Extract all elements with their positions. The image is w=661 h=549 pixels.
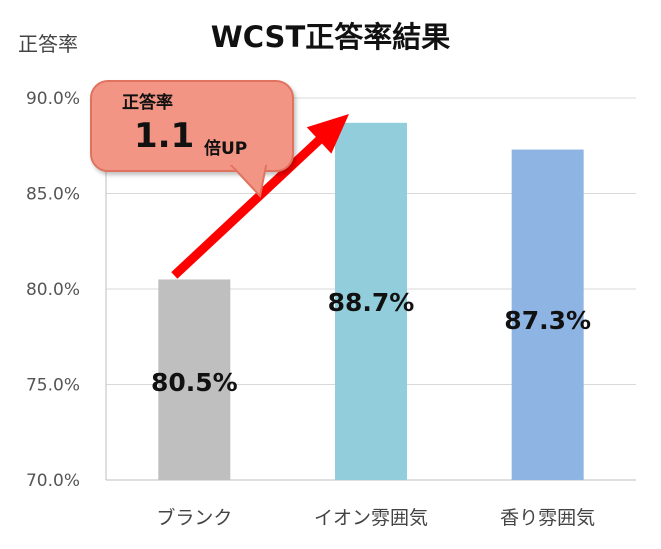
increase-arrow-head — [306, 114, 349, 154]
bar-layer — [158, 122, 584, 480]
callout-label: 正答率 — [122, 93, 173, 113]
bar-value-label: 87.3% — [504, 306, 591, 335]
x-tick-label: イオン雰囲気 — [314, 507, 428, 529]
x-tick-label: ブランク — [156, 506, 232, 529]
y-tick-label: 80.0% — [26, 280, 80, 300]
callout-unit: 倍UP — [204, 139, 248, 159]
bar-0 — [158, 279, 231, 480]
bar-value-label: 80.5% — [151, 368, 238, 397]
arrow-layer — [171, 114, 349, 279]
x-tick-label: 香り雰囲気 — [500, 507, 595, 529]
bar-2 — [511, 149, 584, 480]
y-tick-label: 75.0% — [26, 376, 80, 396]
callout-value: 1.1 — [134, 116, 195, 156]
bar-value-label: 88.7% — [328, 288, 415, 317]
chart-title: WCST正答率結果 — [210, 20, 451, 54]
callout-tail — [229, 162, 268, 199]
y-tick-label: 90.0% — [26, 89, 80, 109]
y-tick-label: 85.0% — [26, 185, 80, 205]
bar-1 — [335, 122, 407, 480]
y-axis-label: 正答率 — [18, 32, 78, 56]
improvement-callout: 正答率 1.1 倍UP — [90, 80, 294, 199]
label-layer: 70.0% 75.0% 80.0% 85.0% 90.0% 80.5% ブランク 88.7% イ… — [26, 89, 595, 529]
y-tick-label: 70.0% — [26, 471, 80, 491]
increase-arrow-shaft — [171, 125, 335, 279]
